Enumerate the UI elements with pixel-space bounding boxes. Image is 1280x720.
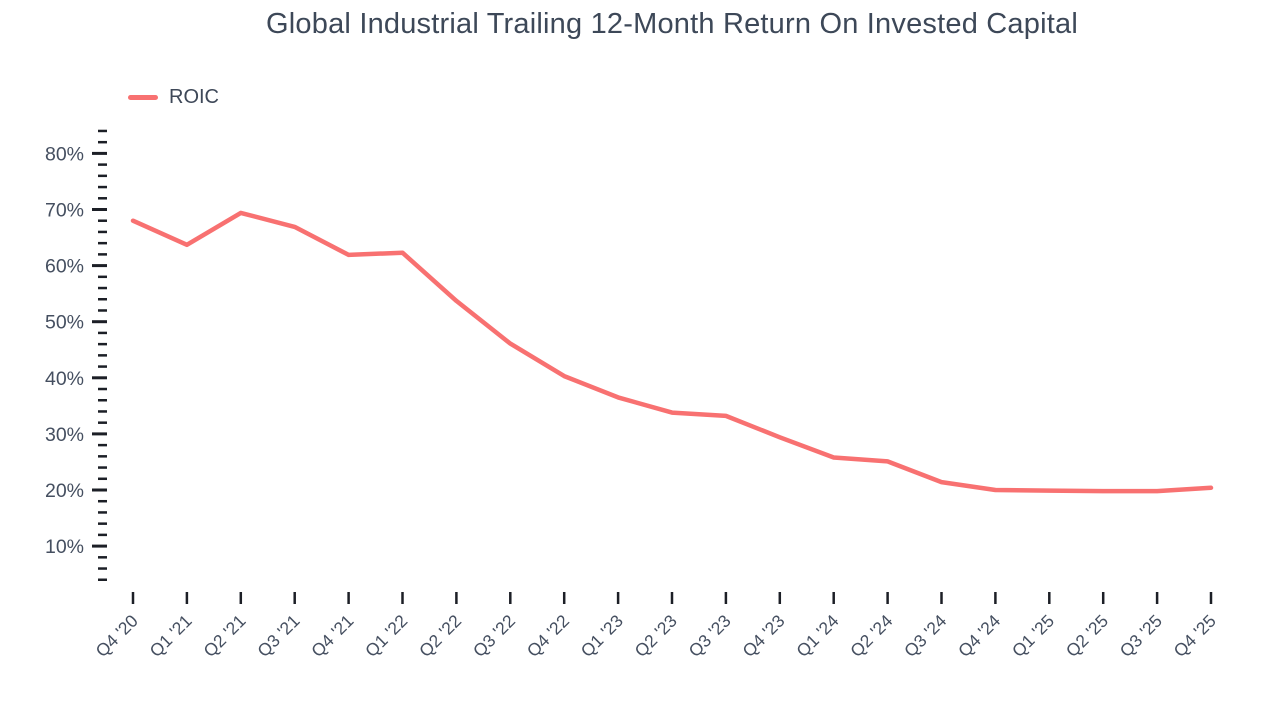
x-tick-label: Q1 '21 <box>146 611 196 661</box>
y-tick-label: 30% <box>45 424 84 446</box>
y-axis-ticks <box>92 129 107 582</box>
x-tick-label: Q3 '24 <box>900 610 950 660</box>
x-tick-label: Q4 '22 <box>523 611 573 661</box>
y-tick-label: 60% <box>45 256 84 278</box>
x-tick-label: Q4 '25 <box>1170 611 1220 661</box>
x-tick-label: Q1 '22 <box>361 611 411 661</box>
y-tick-label: 20% <box>45 480 84 502</box>
roic-series-line <box>130 210 1214 494</box>
x-tick-label: Q4 '20 <box>92 610 142 660</box>
x-tick-label: Q2 '21 <box>199 611 249 661</box>
x-tick-label: Q3 '23 <box>685 611 735 661</box>
x-tick-label: Q4 '21 <box>307 611 357 661</box>
chart-title: Global Industrial Trailing 12-Month Retu… <box>266 8 1078 40</box>
x-tick-label: Q3 '25 <box>1116 611 1166 661</box>
y-tick-label: 40% <box>45 368 84 390</box>
x-tick-label: Q2 '24 <box>846 610 896 660</box>
x-axis-labels: Q4 '20 Q1 '21 Q2 '21 Q3 '21 Q4 '21 Q1 '22 Q2 '… <box>92 610 1220 660</box>
x-tick-label: Q2 '23 <box>631 611 681 661</box>
x-tick-label: Q1 '24 <box>792 610 842 660</box>
y-tick-label: 50% <box>45 312 84 334</box>
y-tick-label: 80% <box>45 143 84 165</box>
x-tick-label: Q3 '22 <box>469 611 519 661</box>
x-tick-label: Q2 '22 <box>415 611 465 661</box>
y-tick-label: 70% <box>45 200 84 222</box>
legend-line-swatch-icon <box>128 95 158 100</box>
x-tick-label: Q1 '23 <box>577 611 627 661</box>
x-axis-ticks <box>131 592 1213 604</box>
legend: ROIC <box>128 86 219 109</box>
x-tick-label: Q1 '25 <box>1008 611 1058 661</box>
x-tick-label: Q2 '25 <box>1062 611 1112 661</box>
x-tick-label: Q4 '24 <box>954 610 1004 660</box>
y-tick-label: 10% <box>45 536 84 558</box>
x-tick-label: Q4 '23 <box>738 611 788 661</box>
y-axis-labels: 10% 20% 30% 40% 50% 60% 70% 80% <box>45 143 84 558</box>
legend-label-roic: ROIC <box>169 86 219 108</box>
x-tick-label: Q3 '21 <box>253 611 303 661</box>
